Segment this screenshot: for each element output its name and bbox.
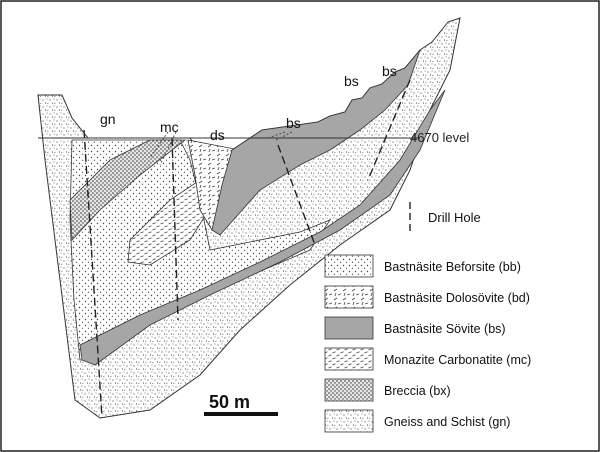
legend-label-mc: Monazite Carbonatite (mc) bbox=[384, 353, 531, 367]
label-gn: gn bbox=[100, 111, 116, 127]
label-bs-center: bs bbox=[286, 115, 301, 131]
legend-label-bs: Bastnäsite Sövite (bs) bbox=[384, 322, 506, 336]
label-bs-upper2: bs bbox=[382, 63, 397, 79]
drill-hole-3 bbox=[277, 144, 316, 246]
leader-mc bbox=[149, 131, 177, 166]
sovite-main-body bbox=[211, 49, 421, 236]
legend-swatch-mc bbox=[324, 347, 374, 371]
label-mc: mc bbox=[160, 119, 179, 135]
drill-hole-2 bbox=[171, 137, 179, 321]
scale-bar-label: 50 m bbox=[209, 392, 250, 412]
legend-label-bb: Bastnäsite Beforsite (bb) bbox=[384, 260, 521, 274]
legend-swatch-bs bbox=[324, 316, 374, 340]
leader-bs bbox=[267, 131, 293, 141]
monazite-lens bbox=[127, 179, 216, 266]
legend-label-bx: Breccia (bx) bbox=[384, 384, 451, 398]
legend-swatch-gn bbox=[324, 409, 374, 433]
breccia-band bbox=[69, 139, 187, 241]
legend-label-bd: Bastnäsite Dolosövite (bd) bbox=[384, 291, 530, 305]
beforsite-body bbox=[69, 139, 332, 361]
legend-swatch-bd bbox=[324, 285, 374, 309]
label-ds: ds bbox=[210, 127, 225, 143]
legend-swatch-bx bbox=[324, 378, 374, 402]
scale-bar bbox=[204, 412, 278, 416]
legend-label-gn: Gneiss and Schist (gn) bbox=[384, 415, 510, 429]
legend: Bastnäsite Beforsite (bb) Bastnäsite Dol… bbox=[324, 254, 531, 433]
sovite-lower-band bbox=[79, 89, 446, 366]
drill-hole-4 bbox=[367, 79, 411, 181]
label-bs-upper1: bs bbox=[344, 73, 359, 89]
legend-swatch-bb bbox=[324, 254, 374, 278]
drill-hole-1 bbox=[83, 129, 103, 419]
level-label: 4670 level bbox=[410, 130, 469, 145]
drill-hole-label: Drill Hole bbox=[428, 210, 481, 225]
